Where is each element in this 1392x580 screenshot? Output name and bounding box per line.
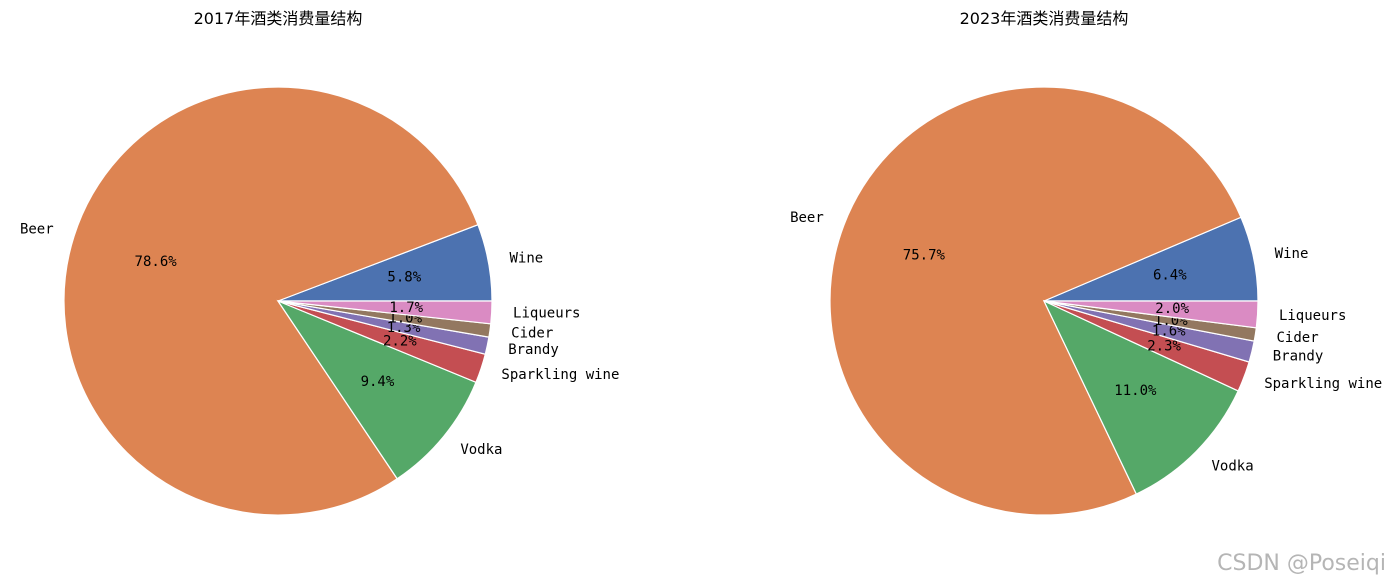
slice-percent-label: 1.6%: [1152, 323, 1186, 339]
slice-label: Wine: [1275, 246, 1309, 262]
slice-label: Beer: [790, 210, 824, 226]
slice-percent-label: 5.8%: [387, 270, 421, 286]
pie-slice-beer: [63, 86, 479, 516]
chart-title: 2023年酒类消费量结构: [960, 9, 1129, 28]
slice-percent-label: 75.7%: [903, 248, 946, 264]
slice-label: Beer: [20, 222, 54, 238]
slice-label: Liqueurs: [513, 306, 580, 322]
slice-label: Brandy: [1273, 349, 1324, 365]
pie-slice-liqueurs: [1043, 300, 1259, 329]
slice-percent-label: 2.2%: [383, 333, 417, 349]
slice-percent-label: 1.7%: [389, 300, 423, 316]
slice-percent-label: 6.4%: [1153, 267, 1187, 283]
pie-slice-liqueurs: [277, 300, 493, 325]
slice-label: Sparkling wine: [501, 367, 619, 383]
slice-label: Cider: [511, 325, 553, 341]
slice-percent-label: 9.4%: [361, 374, 395, 390]
slice-label: Cider: [1277, 330, 1319, 346]
chart-title: 2017年酒类消费量结构: [194, 9, 363, 28]
slice-label: Vodka: [1212, 458, 1254, 474]
slice-percent-label: 2.0%: [1155, 301, 1189, 317]
slice-label: Sparkling wine: [1264, 376, 1382, 392]
slice-label: Vodka: [460, 442, 502, 458]
slice-percent-label: 78.6%: [135, 254, 178, 270]
pie-slice-vodka: [276, 299, 477, 480]
pie-chart-1: 2017年酒类消费量结构 Wine 5.8% Beer 78.6% Vodka 9.4% Sp…: [20, 9, 619, 516]
watermark: CSDN @Poseiqi: [1217, 551, 1386, 576]
pie-chart-2: 2023年酒类消费量结构 Wine 6.4% Beer 75.7% Vodka 11.0% S…: [790, 9, 1382, 516]
slice-label: Wine: [510, 250, 544, 266]
slice-label: Brandy: [508, 342, 559, 358]
slice-label: Liqueurs: [1279, 308, 1346, 324]
pie-slice-vodka: [1042, 299, 1239, 495]
pie-slice-beer: [829, 86, 1242, 516]
slice-percent-label: 2.3%: [1147, 338, 1181, 354]
slice-percent-label: 11.0%: [1114, 383, 1157, 399]
